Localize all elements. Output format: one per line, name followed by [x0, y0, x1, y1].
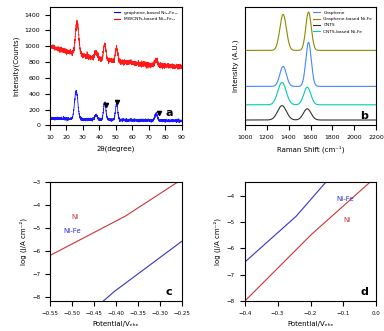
Legend: Graphene, Graphene-based Ni-Fe, CNTS, CNTS-based Ni-Fe: Graphene, Graphene-based Ni-Fe, CNTS, CN… [311, 9, 374, 35]
X-axis label: Raman Shift (cm⁻¹): Raman Shift (cm⁻¹) [277, 146, 344, 153]
Y-axis label: Intensity (A.U.): Intensity (A.U.) [233, 40, 239, 92]
X-axis label: Potential/Vₑₕₑ: Potential/Vₑₕₑ [93, 321, 139, 327]
Text: Ni: Ni [343, 217, 351, 223]
X-axis label: 2θ(degree): 2θ(degree) [96, 146, 135, 152]
Y-axis label: Intensity(Counts): Intensity(Counts) [13, 36, 19, 96]
Text: Ni-Fe: Ni-Fe [63, 228, 81, 234]
Text: Ni-Fe: Ni-Fe [337, 196, 354, 202]
Text: b: b [361, 112, 368, 121]
Y-axis label: log (j/A cm⁻²): log (j/A cm⁻²) [214, 218, 221, 265]
Y-axis label: log (j/A cm⁻²): log (j/A cm⁻²) [19, 218, 26, 265]
Text: a: a [166, 108, 173, 118]
Text: c: c [166, 287, 172, 297]
Text: Ni: Ni [72, 214, 79, 220]
Legend: graphene-based Ni₅₅Fe₁₅, MWCNTs-based Ni₅₅Fe₁₅: graphene-based Ni₅₅Fe₁₅, MWCNTs-based Ni… [112, 9, 179, 23]
Text: d: d [361, 287, 368, 297]
X-axis label: Potential/Vₑₕₑ: Potential/Vₑₕₑ [287, 321, 334, 327]
